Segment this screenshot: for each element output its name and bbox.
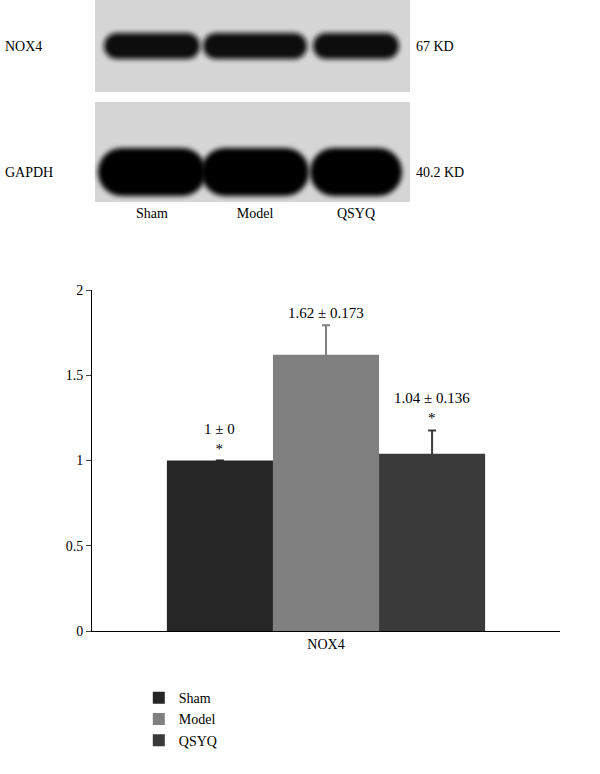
svg-text:67 KD: 67 KD: [416, 39, 454, 54]
svg-text:QSYQ: QSYQ: [179, 734, 217, 749]
svg-text:1.5: 1.5: [66, 368, 84, 383]
svg-text:Sham: Sham: [136, 206, 168, 221]
svg-text:Sham: Sham: [179, 691, 211, 706]
svg-text:Model: Model: [179, 712, 216, 727]
svg-text:GAPDH: GAPDH: [5, 165, 53, 180]
svg-text:2: 2: [76, 283, 83, 298]
svg-text:1: 1: [76, 453, 83, 468]
svg-text:1 ± 0*: 1 ± 0*: [204, 421, 235, 457]
svg-text:Model: Model: [237, 206, 274, 221]
svg-text:NOX4: NOX4: [307, 637, 344, 652]
svg-text:0: 0: [76, 624, 83, 639]
svg-text:1.62 ± 0.173: 1.62 ± 0.173: [288, 305, 364, 321]
svg-text:40.2 KD: 40.2 KD: [416, 165, 464, 180]
svg-text:1.04 ± 0.136*: 1.04 ± 0.136*: [394, 390, 470, 426]
svg-text:0.5: 0.5: [66, 539, 84, 554]
svg-text:NOX4: NOX4: [5, 39, 42, 54]
svg-text:QSYQ: QSYQ: [337, 206, 375, 221]
